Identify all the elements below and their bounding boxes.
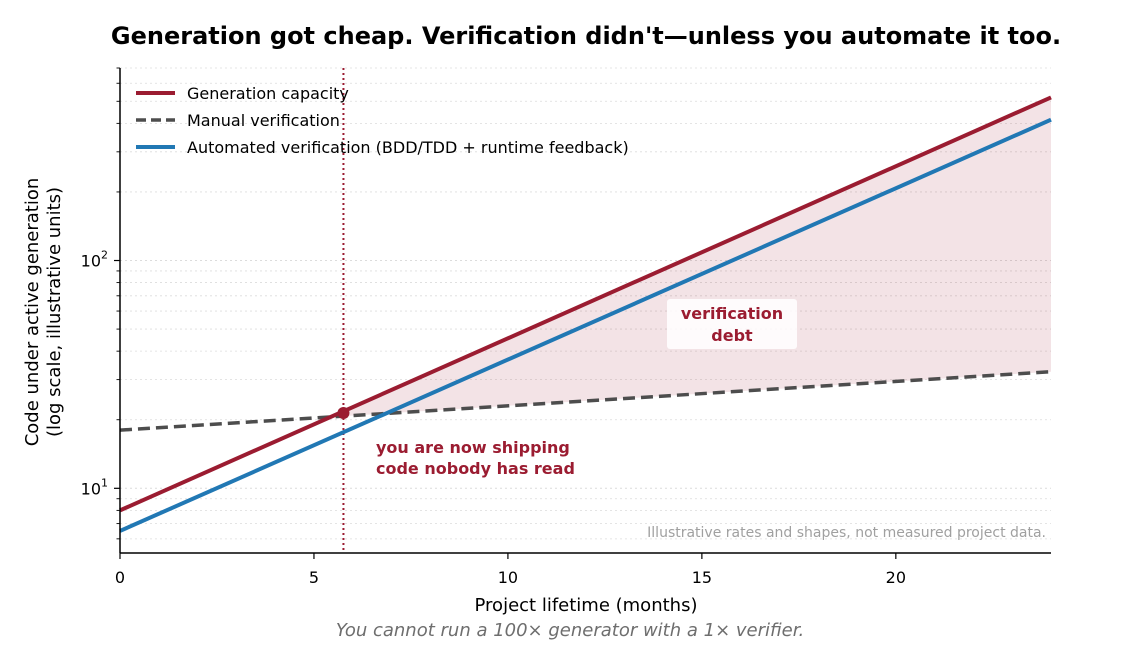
y-axis-label: Code under active generation (log scale,… [22,178,65,447]
x-tick-label: 5 [309,568,319,587]
crossover-label-line-2: code nobody has read [376,459,575,478]
crossover-label: you are now shipping code nobody has rea… [376,438,575,478]
verification-debt-label-box [667,299,797,349]
footnote: Illustrative rates and shapes, not measu… [647,525,1046,541]
x-ticks: 0 5 10 15 20 [115,553,906,587]
y-axis-label-line-1: Code under active generation [22,178,43,447]
legend-label-0: Generation capacity [187,84,349,103]
x-tick-label: 10 [498,568,518,587]
verification-debt-label-line-1: verification [681,304,783,323]
y-tick-label: 102 [81,249,108,271]
y-tick-label: 101 [81,476,108,498]
legend-label-1: Manual verification [187,111,340,130]
caption: You cannot run a 100× generator with a 1… [336,620,804,641]
chart-title: Generation got cheap. Verification didn'… [111,22,1061,50]
series-line-1 [119,369,1052,432]
series-line-0 [119,95,1052,513]
series-lines [119,95,1052,533]
legend: Generation capacity Manual verification Au… [136,84,629,157]
legend-label-2: Automated verification (BDD/TDD + runtim… [187,138,629,157]
verification-debt-label: verification debt [667,299,797,349]
crossover-marker [337,407,350,420]
x-tick-label: 0 [115,568,125,587]
x-tick-label: 20 [886,568,906,587]
verification-debt-label-line-2: debt [711,326,753,345]
y-ticks: 101 102 [81,67,120,540]
x-tick-label: 15 [692,568,712,587]
x-axis-label: Project lifetime (months) [475,595,698,616]
y-axis-label-line-2: (log scale, illustrative units) [44,187,65,437]
crossover-label-line-1: you are now shipping [376,438,570,457]
series-line-2 [119,117,1052,533]
